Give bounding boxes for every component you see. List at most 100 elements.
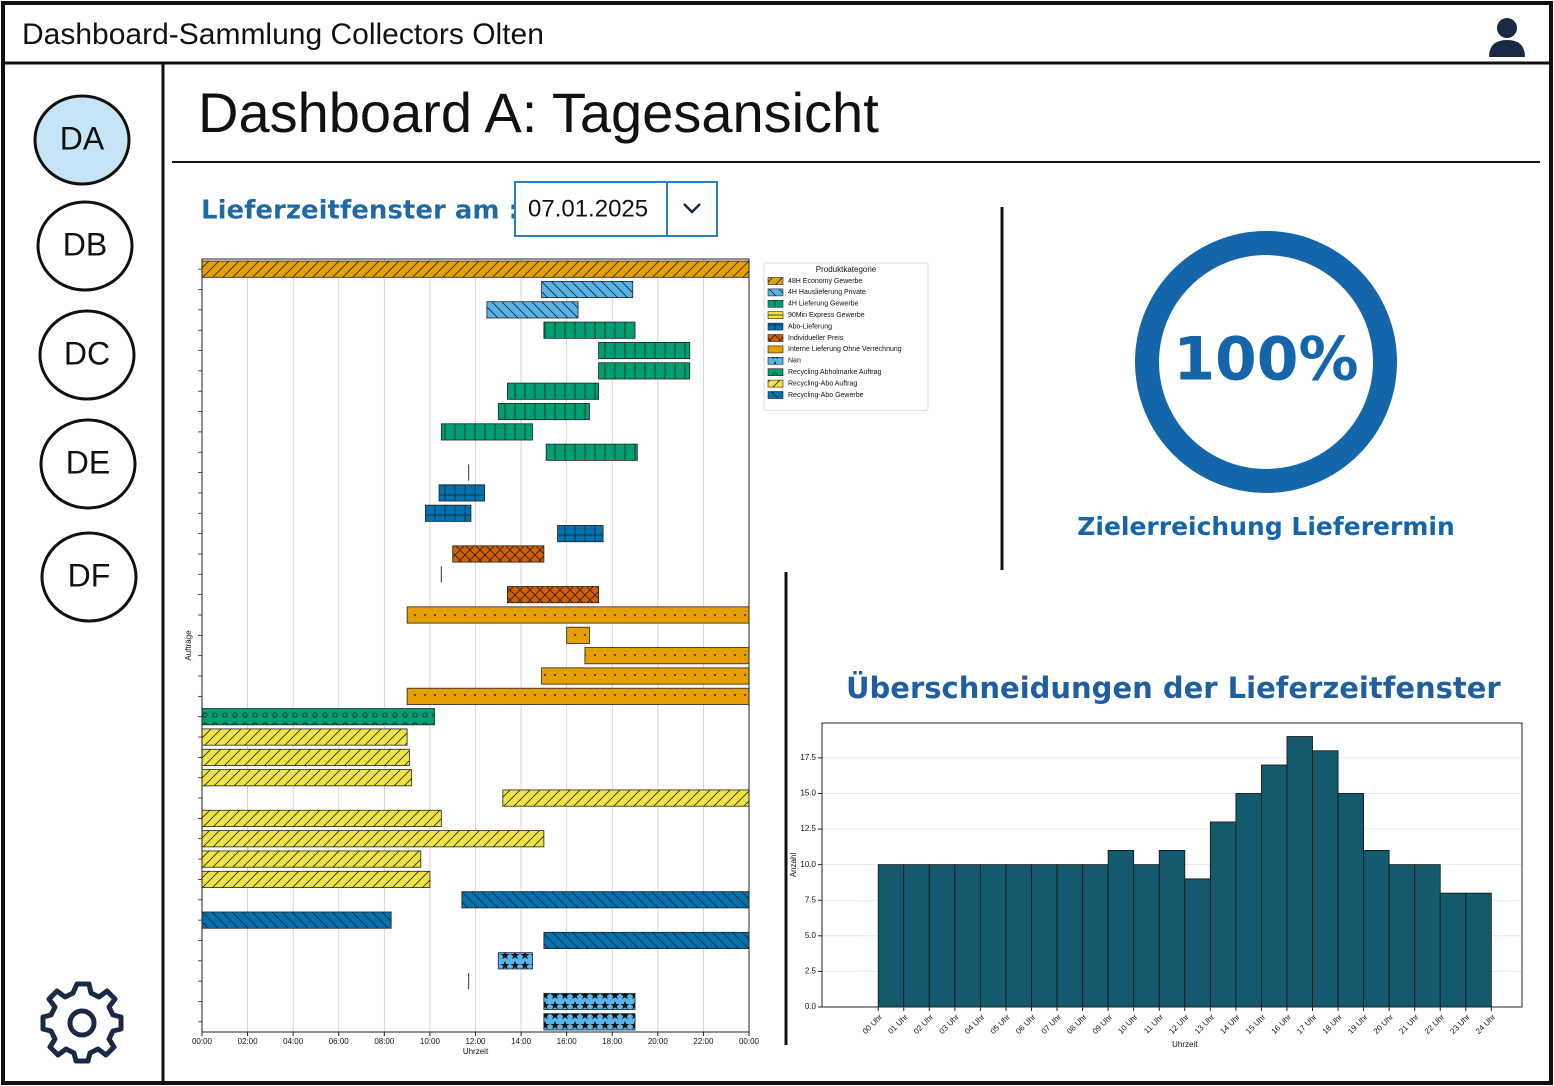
histogram-bar bbox=[1363, 850, 1390, 1008]
gantt-bar bbox=[507, 586, 599, 604]
histogram-bar bbox=[1082, 864, 1109, 1008]
legend-label: Recycling-Abo Gewerbe bbox=[788, 392, 864, 399]
legend-label: 90Min Express Gewerbe bbox=[788, 312, 865, 319]
gantt-bar bbox=[201, 708, 435, 726]
histogram-bar bbox=[1184, 878, 1211, 1008]
histogram-bar bbox=[1312, 750, 1339, 1008]
x-tick-label: 22:00 bbox=[693, 1037, 714, 1046]
date-dropdown[interactable]: 07.01.2025 bbox=[514, 181, 718, 237]
y-tick-label: 0.0 bbox=[805, 1002, 817, 1011]
gantt-bar bbox=[201, 870, 431, 888]
histogram-bar bbox=[1337, 793, 1365, 1008]
x-tick-label: 20:00 bbox=[648, 1037, 669, 1046]
dropdown-box bbox=[514, 181, 718, 237]
date-value: 07.01.2025 bbox=[528, 195, 648, 222]
page-title: Dashboard A: Tagesansicht bbox=[198, 81, 879, 144]
app-title: Dashboard-Sammlung Collectors Olten bbox=[22, 18, 544, 51]
nav-item[interactable]: DE bbox=[39, 418, 137, 510]
legend-label: 48H Economy Gewerbe bbox=[788, 278, 862, 285]
legend-swatch bbox=[767, 356, 784, 365]
nav-item[interactable]: DB bbox=[36, 200, 134, 292]
nav-item[interactable]: DF bbox=[40, 531, 138, 623]
gantt-bar bbox=[424, 504, 472, 522]
histogram-bar bbox=[1465, 892, 1492, 1008]
histogram-bar bbox=[1388, 864, 1416, 1008]
gantt-bar bbox=[541, 667, 750, 685]
legend-label: Abo-Lieferung bbox=[788, 323, 832, 330]
histogram-bar bbox=[1235, 793, 1262, 1008]
y-tick-label: 5.0 bbox=[805, 931, 817, 940]
nav-label: DC bbox=[64, 335, 110, 371]
legend-label: Interne Lieferung Ohne Verrechnung bbox=[788, 346, 902, 353]
nav: DA DB DC DE DF bbox=[33, 94, 138, 623]
gantt-bar bbox=[598, 362, 691, 380]
x-axis-label: Uhrzeit bbox=[463, 1047, 489, 1056]
gantt-bar bbox=[557, 525, 604, 543]
legend-label: Individueller Preis bbox=[788, 335, 844, 342]
gear bbox=[40, 981, 124, 1064]
gantt-bar bbox=[201, 728, 408, 746]
gantt-bar bbox=[201, 850, 422, 868]
gantt-bar bbox=[545, 443, 638, 461]
chevron bbox=[683, 203, 701, 214]
gantt-bar bbox=[543, 992, 636, 1011]
nav-label: DB bbox=[63, 226, 107, 262]
nav-label: DA bbox=[60, 120, 105, 156]
legend-title: Produktkategorie bbox=[816, 265, 877, 274]
x-tick-label: 04:00 bbox=[283, 1037, 304, 1046]
x-tick-label: 00:00 bbox=[192, 1037, 213, 1046]
histogram-bar bbox=[1414, 864, 1441, 1008]
legend-swatch bbox=[767, 345, 784, 354]
x-tick-label: 14:00 bbox=[511, 1037, 532, 1046]
user-head bbox=[1497, 18, 1517, 38]
x-tick-label: 02:00 bbox=[238, 1037, 259, 1046]
nav-circle bbox=[40, 531, 138, 623]
y-axis-label: Aufträge bbox=[184, 630, 193, 661]
gantt-bar bbox=[201, 769, 413, 787]
legend-swatch bbox=[767, 288, 784, 297]
legend-swatch bbox=[767, 311, 784, 320]
legend-swatch bbox=[767, 299, 784, 308]
gantt-bar bbox=[201, 748, 410, 766]
histogram-bar bbox=[928, 864, 956, 1008]
x-tick-label: 10:00 bbox=[420, 1037, 441, 1046]
histogram-bar bbox=[1439, 892, 1467, 1008]
gantt-bar bbox=[584, 647, 750, 665]
histogram-bar bbox=[877, 864, 905, 1008]
gauge-caption: Zielerreichung Lieferermin bbox=[1077, 512, 1455, 541]
x-tick-label: 12:00 bbox=[465, 1037, 486, 1046]
gear-hole bbox=[67, 1008, 97, 1038]
settings-icon[interactable] bbox=[40, 981, 124, 1064]
y-tick-label: 7.5 bbox=[805, 895, 817, 904]
gantt-bar bbox=[461, 891, 750, 909]
date-label: Lieferzeitfenster am : bbox=[201, 196, 519, 226]
legend-label: 4H Hauslieferung Private bbox=[788, 289, 866, 296]
histogram-bar bbox=[1261, 764, 1288, 1008]
gantt-bar bbox=[486, 301, 579, 319]
legend-box bbox=[763, 262, 929, 411]
y-tick-label: 10.0 bbox=[800, 860, 816, 869]
gantt-bar bbox=[497, 403, 590, 421]
nav-circle bbox=[33, 94, 131, 186]
histogram-bar bbox=[1056, 864, 1083, 1008]
legend-swatch bbox=[767, 277, 784, 285]
gantt-bar bbox=[406, 606, 750, 624]
gantt-bar bbox=[566, 626, 590, 644]
nav-item[interactable]: DC bbox=[38, 309, 136, 401]
gantt-bar bbox=[438, 484, 486, 502]
histogram-bar bbox=[1107, 850, 1135, 1008]
x-tick-label: 18:00 bbox=[602, 1037, 623, 1046]
y-tick-label: 12.5 bbox=[800, 824, 816, 833]
nav-circle bbox=[36, 200, 134, 292]
histogram-bar bbox=[1031, 864, 1058, 1008]
legend-swatch bbox=[767, 379, 784, 388]
user-icon[interactable] bbox=[1489, 18, 1525, 57]
y-axis-label: Anzahl bbox=[789, 853, 798, 878]
nav-item[interactable]: DA bbox=[33, 94, 131, 186]
legend-swatch bbox=[767, 368, 784, 377]
nav-label: DE bbox=[66, 444, 110, 480]
x-tick-label: 06:00 bbox=[329, 1037, 350, 1046]
x-tick-label: 08:00 bbox=[374, 1037, 395, 1046]
